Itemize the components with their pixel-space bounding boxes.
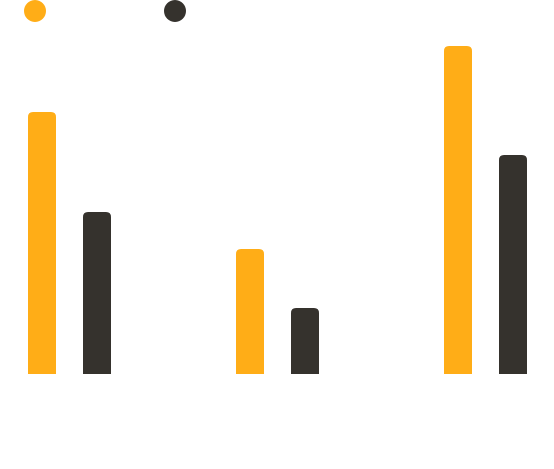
bar [291,308,319,374]
bar [444,46,472,374]
legend-marker [164,0,186,22]
bar [83,212,111,374]
legend-marker [24,0,46,22]
bar [28,112,56,374]
bar [236,249,264,374]
bar [499,155,527,374]
